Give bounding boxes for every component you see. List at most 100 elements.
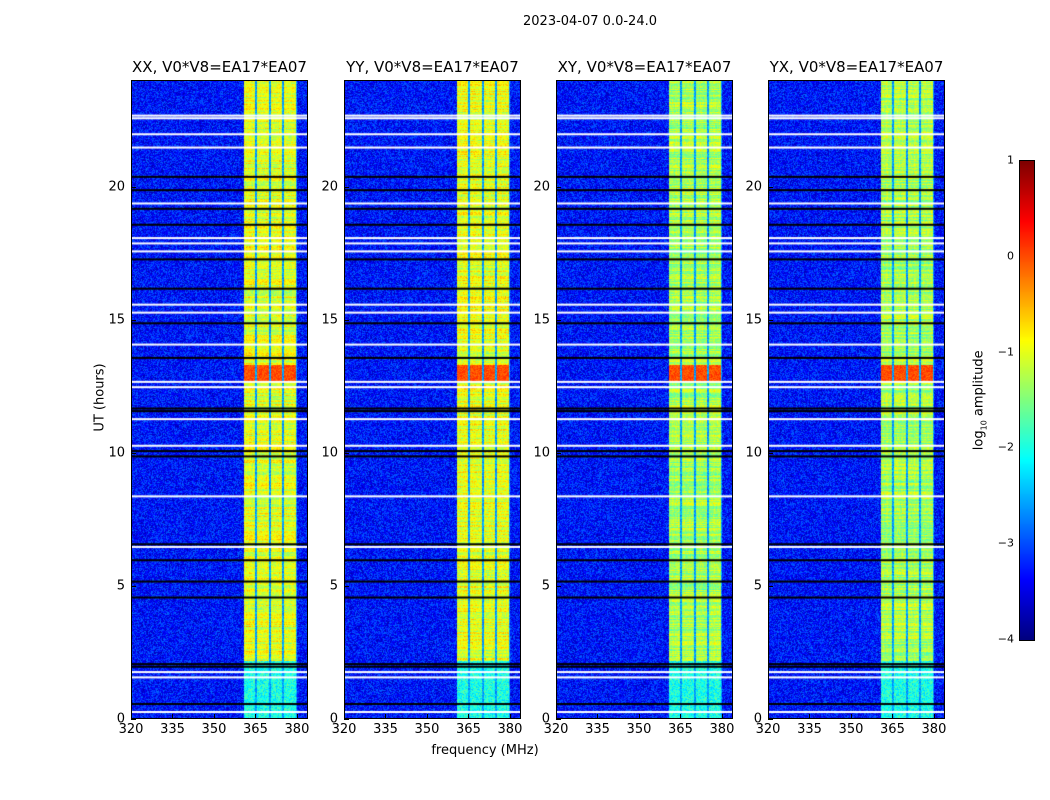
y-tick-mark: [556, 186, 561, 188]
y-tick-mark: [344, 186, 349, 188]
y-tick-label: 15: [321, 312, 338, 328]
colorbar: [1019, 160, 1035, 641]
y-tick-label: 15: [108, 312, 125, 328]
y-tick-mark: [768, 186, 773, 188]
x-tick-label: 380: [921, 722, 947, 737]
x-tick-label: 365: [243, 722, 268, 737]
x-tick-mark: [638, 714, 640, 719]
x-tick-label: 365: [456, 722, 481, 737]
colorbar-tick-label: −2: [997, 440, 1014, 454]
y-tick-label: 15: [533, 312, 550, 328]
y-tick-mark: [131, 452, 136, 454]
x-tick-label: 380: [284, 722, 310, 737]
x-tick-label: 320: [755, 722, 781, 737]
colorbar-tick-label: −3: [997, 536, 1014, 550]
y-tick-label: 10: [108, 445, 125, 461]
x-tick-label: 335: [585, 722, 610, 737]
y-tick-label: 10: [533, 445, 550, 461]
x-tick-mark: [892, 714, 894, 719]
y-axis-label: UT (hours): [92, 363, 108, 432]
x-tick-mark: [556, 714, 557, 719]
y-tick-mark: [768, 585, 773, 587]
plot-frame: [556, 80, 733, 719]
y-tick-label: 20: [108, 179, 125, 194]
y-tick-mark: [344, 585, 349, 587]
panel-title: YY, V0*V8=EA17*EA07: [346, 58, 519, 76]
heatmap-image: [556, 80, 733, 719]
y-tick-mark: [344, 719, 349, 720]
figure-title: 2023-04-07 0.0-24.0: [523, 14, 657, 29]
y-tick-mark: [131, 719, 136, 720]
x-tick-mark: [213, 714, 215, 719]
y-tick-mark: [344, 319, 349, 321]
heatmap-image: [768, 80, 945, 719]
y-tick-label: 0: [116, 711, 125, 727]
heatmap-panel-0: XX, V0*V8=EA17*EA07 320 335 350 365 380 0 5 10 15…: [108, 58, 309, 737]
x-tick-mark: [468, 714, 470, 719]
colorbar-label: log10 amplitude: [971, 350, 989, 451]
x-tick-label: 335: [373, 722, 398, 737]
x-axis-label: frequency (MHz): [431, 743, 539, 758]
y-tick-label: 5: [329, 578, 338, 594]
x-tick-mark: [809, 714, 811, 719]
x-tick-label: 320: [118, 722, 144, 737]
plot-frame: [131, 80, 308, 719]
x-tick-mark: [721, 714, 723, 719]
y-tick-label: 0: [753, 711, 762, 727]
x-tick-mark: [172, 714, 174, 719]
x-tick-label: 350: [838, 722, 864, 737]
x-tick-mark: [255, 714, 257, 719]
x-tick-label: 365: [668, 722, 693, 737]
y-tick-label: 20: [745, 179, 762, 194]
y-tick-label: 5: [753, 578, 762, 594]
x-tick-mark: [850, 714, 852, 719]
y-tick-label: 5: [541, 578, 550, 594]
x-tick-mark: [933, 714, 935, 719]
colorbar-tick-label: −1: [997, 345, 1014, 359]
plot-frame: [344, 80, 521, 719]
y-tick-label: 0: [329, 711, 338, 727]
x-tick-mark: [296, 714, 298, 719]
plot-frame: [768, 80, 945, 719]
heatmap-panel-3: YX, V0*V8=EA17*EA07 320 335 350 365 380 0 5 10 15…: [745, 58, 946, 737]
x-tick-label: 380: [709, 722, 735, 737]
y-tick-mark: [768, 319, 773, 321]
heatmap-image: [344, 80, 521, 719]
x-tick-label: 335: [797, 722, 822, 737]
panel-title: XX, V0*V8=EA17*EA07: [132, 58, 307, 76]
x-tick-label: 320: [331, 722, 357, 737]
heatmap-panel-2: XY, V0*V8=EA17*EA07 320 335 350 365 380 0 5 10 15…: [533, 58, 734, 737]
y-tick-mark: [556, 585, 561, 587]
colorbar-tick-label: 0: [1007, 249, 1014, 263]
y-tick-mark: [131, 319, 136, 321]
x-tick-label: 365: [880, 722, 905, 737]
y-tick-label: 5: [116, 578, 125, 594]
y-tick-mark: [556, 319, 561, 321]
x-tick-mark: [385, 714, 387, 719]
x-tick-label: 380: [497, 722, 523, 737]
x-tick-mark: [768, 714, 769, 719]
heatmap-image: [131, 80, 308, 719]
y-tick-mark: [768, 719, 773, 720]
heatmap-panel-1: YY, V0*V8=EA17*EA07 320 335 350 365 380 0 5 10 15…: [321, 58, 522, 737]
y-tick-mark: [556, 719, 561, 720]
y-tick-label: 15: [745, 312, 762, 328]
y-tick-mark: [556, 452, 561, 454]
y-tick-mark: [344, 452, 349, 454]
x-tick-label: 350: [626, 722, 652, 737]
panel-title: XY, V0*V8=EA17*EA07: [557, 58, 732, 76]
y-tick-mark: [131, 186, 136, 188]
y-tick-label: 0: [541, 711, 550, 727]
x-tick-label: 335: [160, 722, 185, 737]
panel-title: YX, V0*V8=EA17*EA07: [769, 58, 944, 76]
x-tick-mark: [131, 714, 132, 719]
x-tick-mark: [426, 714, 428, 719]
colorbar-tick-label: −4: [997, 632, 1014, 646]
x-tick-label: 350: [201, 722, 227, 737]
x-tick-label: 350: [414, 722, 440, 737]
y-tick-label: 10: [745, 445, 762, 461]
colorbar-tick-label: 1: [1007, 153, 1014, 167]
y-tick-mark: [131, 585, 136, 587]
x-tick-mark: [597, 714, 599, 719]
